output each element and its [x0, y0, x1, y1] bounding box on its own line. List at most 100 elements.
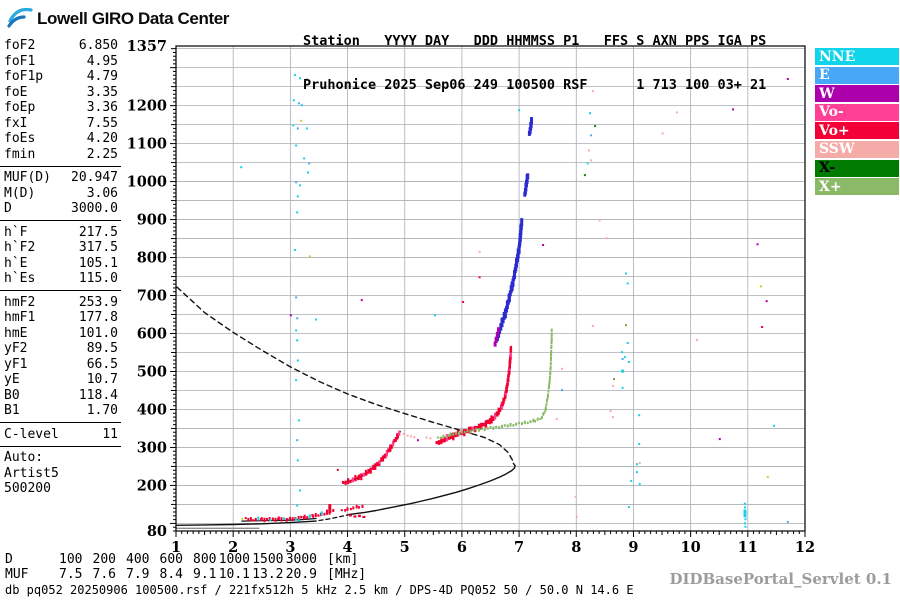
param-label: hmF2: [4, 294, 36, 310]
row-value: 1000: [218, 552, 250, 567]
param-label: B0: [4, 387, 20, 403]
svg-text:4: 4: [342, 539, 352, 556]
param-label: foEp: [4, 100, 36, 116]
panel-text: 500200: [4, 481, 51, 497]
svg-text:5: 5: [400, 539, 410, 556]
scaled-parameters-panel: foF2 6.850 foF1 4.95 foF1p 4.79 foE 3.35 foEp 3.3…: [0, 38, 121, 497]
param-value: 89.5: [86, 341, 118, 357]
param-label: h`F: [4, 224, 28, 240]
panel-separator: [0, 419, 121, 427]
param-row-fof2: foF2 6.850: [0, 38, 121, 54]
param-label: h`F2: [4, 240, 36, 256]
svg-text:500: 500: [137, 363, 167, 380]
logo-text: Lowell GIRO Data Center: [37, 9, 230, 28]
param-value: 66.5: [86, 356, 118, 372]
svg-text:200: 200: [137, 477, 167, 494]
param-value: 4.79: [86, 69, 118, 85]
param-row-fxi: fxI 7.55: [0, 116, 121, 132]
param-label: MUF(D): [4, 170, 51, 186]
param-row-hmf2: hmF2 253.9: [0, 295, 121, 311]
param-row-d: D 3000.0: [0, 201, 121, 217]
row-value: 600: [159, 552, 183, 567]
svg-text:700: 700: [137, 288, 167, 305]
svg-text:80: 80: [147, 523, 167, 540]
param-label: foF1p: [4, 69, 44, 85]
param-row-he: h`E 105.1: [0, 256, 121, 272]
svg-text:9: 9: [628, 539, 638, 556]
panel-separator: [0, 442, 121, 450]
param-label: C-level: [4, 426, 59, 442]
svg-text:12: 12: [795, 539, 815, 556]
param-label: hmF1: [4, 310, 36, 326]
svg-text:1000: 1000: [127, 174, 167, 191]
legend-item-ssw: SSW: [815, 140, 899, 158]
param-label: h`Es: [4, 271, 36, 287]
svg-text:1200: 1200: [127, 98, 167, 115]
param-value: 3.35: [86, 84, 118, 100]
row-unit: [km]: [327, 552, 359, 567]
param-value: 10.7: [86, 372, 118, 388]
row-value: 7.5: [59, 567, 83, 582]
param-label: fxI: [4, 115, 28, 131]
param-row-hmf1: hmF1 177.8: [0, 310, 121, 326]
panel-text: Auto:: [4, 450, 44, 466]
row-label: D: [5, 552, 13, 567]
param-row-b1: B1 1.70: [0, 403, 121, 419]
panel-separator: [0, 217, 121, 225]
param-row-hme: hmE 101.0: [0, 326, 121, 342]
param-value: 177.8: [78, 310, 118, 326]
param-value: 3.06: [86, 185, 118, 201]
param-value: 3.36: [86, 100, 118, 116]
param-value: 105.1: [78, 255, 118, 271]
param-row-hf2: h`F2 317.5: [0, 240, 121, 256]
legend-item-e: E: [815, 66, 899, 84]
direction-legend: NNE E W Vo- Vo+ SSW X- X+: [815, 48, 899, 197]
param-row-fmin: fmin 2.25: [0, 147, 121, 163]
row-value: 7.9: [126, 567, 150, 582]
param-row-fof1p: foF1p 4.79: [0, 69, 121, 85]
legend-item-vo: Vo-: [815, 103, 899, 121]
svg-text:1100: 1100: [127, 136, 167, 153]
param-row-md: M(D) 3.06: [0, 186, 121, 202]
svg-text:8: 8: [571, 539, 581, 556]
svg-text:900: 900: [137, 212, 167, 229]
row-value: 9.1: [193, 567, 217, 582]
param-row-hes: h`Es 115.0: [0, 271, 121, 287]
param-row-foep: foEp 3.36: [0, 100, 121, 116]
param-label: foF1: [4, 53, 36, 69]
param-row-yf1: yF1 66.5: [0, 357, 121, 373]
row-value: 20.9: [285, 567, 317, 582]
param-value: 115.0: [78, 271, 118, 287]
row-value: 100: [59, 552, 83, 567]
param-label: fmin: [4, 146, 36, 162]
param-value: 217.5: [78, 224, 118, 240]
row-label: MUF: [5, 567, 29, 582]
lowell-giro-logo: Lowell GIRO Data Center: [7, 5, 229, 33]
row-value: 10.1: [218, 567, 250, 582]
param-label: B1: [4, 403, 20, 419]
param-label: h`E: [4, 255, 28, 271]
svg-text:6: 6: [457, 539, 467, 556]
distance-row-muf: MUF 7.5 7.6 7.9 8.4 9.1 10.1 13.2 20.9 [MHz]: [5, 567, 366, 582]
param-value: 3000.0: [71, 201, 118, 217]
param-value: 317.5: [78, 240, 118, 256]
param-row-foe: foE 3.35: [0, 85, 121, 101]
param-value: 7.55: [86, 115, 118, 131]
row-value: 3000: [285, 552, 317, 567]
param-row-yf2: yF2 89.5: [0, 341, 121, 357]
legend-item-w: W: [815, 85, 899, 103]
row-value: 200: [92, 552, 116, 567]
param-value: 4.20: [86, 131, 118, 147]
svg-text:10: 10: [681, 539, 701, 556]
station-header-columns: Station YYYY DAY DDD HHMMSS P1 FFS S AXN…: [303, 33, 767, 49]
station-header-values: Pruhonice 2025 Sep06 249 100500 RSF 1 71…: [303, 76, 767, 93]
param-label: yF1: [4, 356, 28, 372]
plot-axes: [170, 45, 806, 537]
panel-separator: [0, 287, 121, 295]
param-value: 253.9: [78, 294, 118, 310]
echo-dots: [240, 73, 789, 528]
param-label: yF2: [4, 341, 28, 357]
row-value: 400: [126, 552, 150, 567]
plot-gridlines: [176, 46, 805, 531]
